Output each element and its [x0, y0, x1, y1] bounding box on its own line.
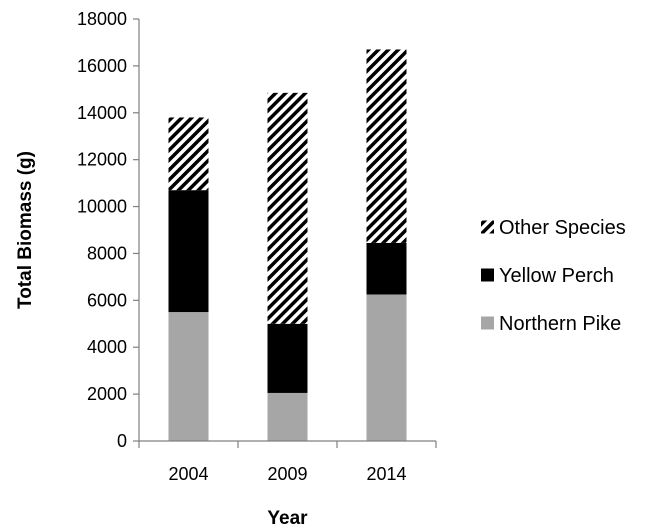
y-tick-label-0: 0: [117, 431, 127, 451]
y-tick-label-4000: 4000: [87, 337, 127, 357]
axes-group: [133, 18, 437, 448]
y-tick-label-6000: 6000: [87, 290, 127, 310]
y-tick-label-18000: 18000: [77, 9, 127, 29]
y-axis-title: Total Biomass (g): [15, 151, 36, 309]
x-tick-label-2009: 2009: [267, 464, 307, 484]
bar-other-species-2014: [366, 49, 407, 243]
legend-label-northern-pike: Northern Pike: [499, 313, 621, 335]
legend-swatch-yellow-perch: [481, 268, 494, 282]
bar-yellow-perch-2014: [366, 242, 407, 295]
legend-label-yellow-perch: Yellow Perch: [499, 265, 614, 287]
y-tick-label-2000: 2000: [87, 384, 127, 404]
bar-yellow-perch-2009: [267, 323, 308, 393]
y-tick-label-16000: 16000: [77, 56, 127, 76]
bar-northern-pike-2014: [366, 294, 407, 441]
legend: Other Species Yellow Perch Northern Pike: [481, 217, 626, 335]
y-tick-label-12000: 12000: [77, 150, 127, 170]
legend-swatch-other-species: [481, 220, 494, 234]
x-tick-label-2014: 2014: [366, 464, 406, 484]
legend-swatch-northern-pike: [481, 316, 494, 330]
legend-label-other-species: Other Species: [499, 217, 626, 239]
y-tick-label-14000: 14000: [77, 103, 127, 123]
y-tick-label-8000: 8000: [87, 243, 127, 263]
bar-northern-pike-2004: [168, 312, 209, 441]
y-tick-label-10000: 10000: [77, 197, 127, 217]
bar-other-species-2009: [267, 92, 308, 324]
x-axis-title: Year: [267, 508, 308, 529]
bar-yellow-perch-2004: [168, 190, 209, 313]
x-tick-label-2004: 2004: [168, 464, 208, 484]
tick-labels-group: 2004 2009 2014 0 2000 4000 6000 8000 10000 12000 1…: [77, 9, 407, 484]
bar-northern-pike-2009: [267, 392, 308, 441]
bars-group: [168, 49, 407, 441]
bar-other-species-2004: [168, 117, 209, 191]
